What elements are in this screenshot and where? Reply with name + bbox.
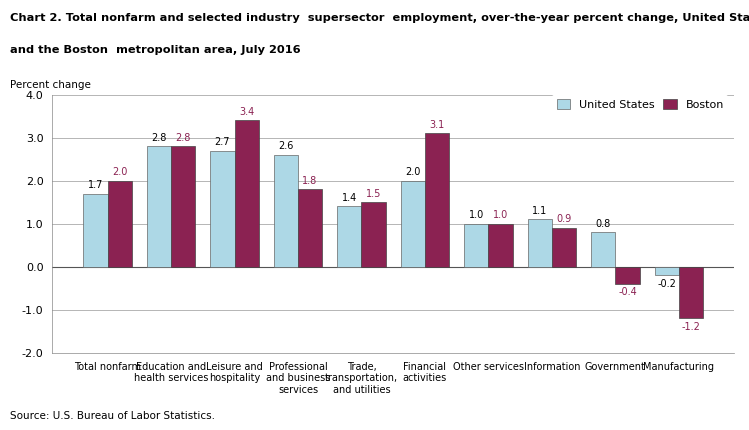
Text: Chart 2. Total nonfarm and selected industry  supersector  employment, over-the-: Chart 2. Total nonfarm and selected indu…	[10, 13, 749, 23]
Text: 1.0: 1.0	[469, 210, 484, 220]
Legend: United States, Boston: United States, Boston	[552, 95, 729, 114]
Text: Percent change: Percent change	[10, 80, 91, 89]
Bar	[528, 219, 552, 267]
Bar	[401, 181, 425, 267]
Bar	[274, 155, 298, 267]
Text: -0.4: -0.4	[618, 287, 637, 297]
Text: and the Boston  metropolitan area, July 2016: and the Boston metropolitan area, July 2…	[10, 45, 300, 55]
Bar	[147, 146, 171, 267]
Bar	[337, 206, 362, 267]
Text: 2.7: 2.7	[215, 137, 230, 147]
Text: 2.6: 2.6	[278, 141, 294, 151]
Text: -1.2: -1.2	[682, 322, 700, 332]
Text: 1.5: 1.5	[366, 189, 381, 199]
Text: 2.8: 2.8	[151, 133, 166, 143]
Bar	[210, 150, 234, 267]
Bar	[655, 267, 679, 275]
Text: 1.4: 1.4	[342, 193, 357, 203]
Text: 3.1: 3.1	[429, 120, 445, 130]
Text: 0.8: 0.8	[595, 219, 611, 229]
Bar	[464, 224, 488, 267]
Text: 1.0: 1.0	[493, 210, 508, 220]
Bar	[83, 194, 108, 267]
Text: -0.2: -0.2	[658, 279, 676, 289]
Bar	[679, 267, 703, 318]
Text: 2.0: 2.0	[112, 167, 127, 177]
Text: 1.1: 1.1	[533, 206, 548, 216]
Text: 1.8: 1.8	[303, 176, 318, 186]
Bar	[488, 224, 512, 267]
Text: 3.4: 3.4	[239, 107, 254, 117]
Bar	[298, 189, 322, 267]
Bar	[591, 232, 616, 267]
Bar	[616, 267, 640, 284]
Bar	[108, 181, 132, 267]
Bar	[425, 133, 449, 267]
Text: 1.7: 1.7	[88, 180, 103, 190]
Text: Source: U.S. Bureau of Labor Statistics.: Source: U.S. Bureau of Labor Statistics.	[10, 412, 215, 421]
Text: 2.0: 2.0	[405, 167, 421, 177]
Text: 2.8: 2.8	[175, 133, 191, 143]
Bar	[362, 202, 386, 267]
Bar	[234, 120, 258, 267]
Bar	[171, 146, 195, 267]
Bar	[552, 228, 576, 267]
Text: 0.9: 0.9	[557, 215, 571, 224]
